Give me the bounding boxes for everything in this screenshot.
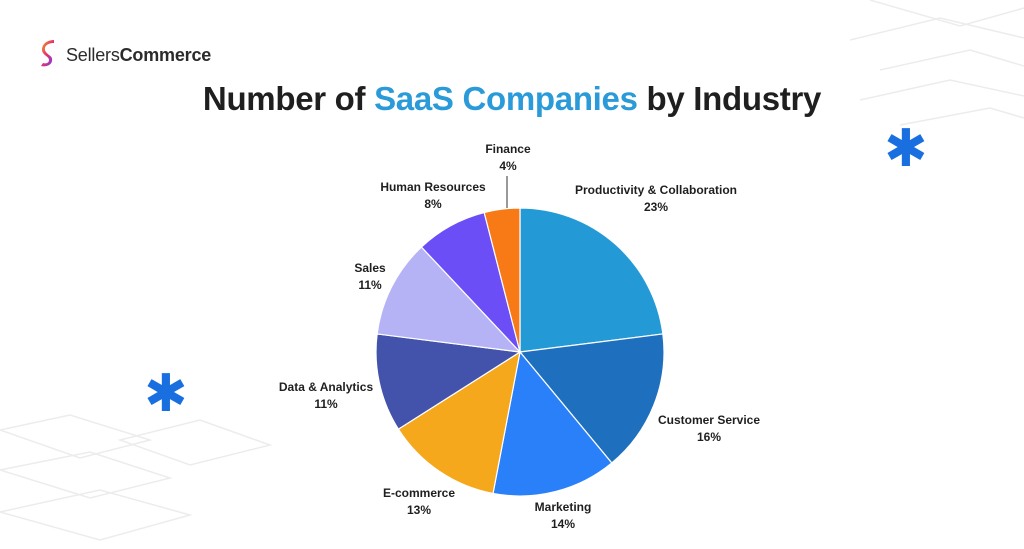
- pie-slice-finance: [483, 207, 521, 353]
- slice-value-label: 4%: [499, 159, 517, 173]
- asterisk-decoration-icon: ✱: [144, 364, 188, 424]
- pie-slice-data-analytics: [375, 333, 522, 430]
- slice-value-label: 13%: [407, 503, 431, 517]
- slice-label: Data & Analytics: [279, 380, 374, 394]
- slice-value-label: 11%: [314, 397, 338, 411]
- pie-slice-sales: [376, 246, 522, 353]
- slice-label: E-commerce: [383, 486, 455, 500]
- slice-label: Sales: [354, 261, 386, 275]
- asterisk-decoration-icon: ✱: [884, 119, 928, 179]
- pie-slice-marketing: [492, 350, 613, 497]
- pie-slice-productivity-collaboration: [519, 207, 664, 353]
- slice-label: Human Resources: [380, 180, 486, 194]
- chart-title-highlight: SaaS Companies: [374, 80, 638, 117]
- slice-label: Productivity & Collaboration: [575, 183, 737, 197]
- brand-logo[interactable]: SellersCommerce: [38, 40, 211, 70]
- slice-value-label: 16%: [697, 430, 721, 444]
- pie-slice-e-commerce: [397, 350, 521, 495]
- brand-name: SellersCommerce: [66, 44, 212, 65]
- slice-label: Customer Service: [658, 413, 760, 427]
- pie-slice-customer-service: [518, 333, 665, 464]
- slice-value-label: 8%: [424, 197, 442, 211]
- slice-value-label: 14%: [551, 517, 575, 531]
- slice-label: Finance: [485, 142, 531, 156]
- slice-value-label: 23%: [644, 200, 668, 214]
- slice-label: Marketing: [535, 500, 592, 514]
- slice-value-label: 11%: [358, 278, 382, 292]
- chart-title: Number of SaaS Companies by Industry: [202, 80, 822, 117]
- brand-logo-icon: [41, 40, 54, 67]
